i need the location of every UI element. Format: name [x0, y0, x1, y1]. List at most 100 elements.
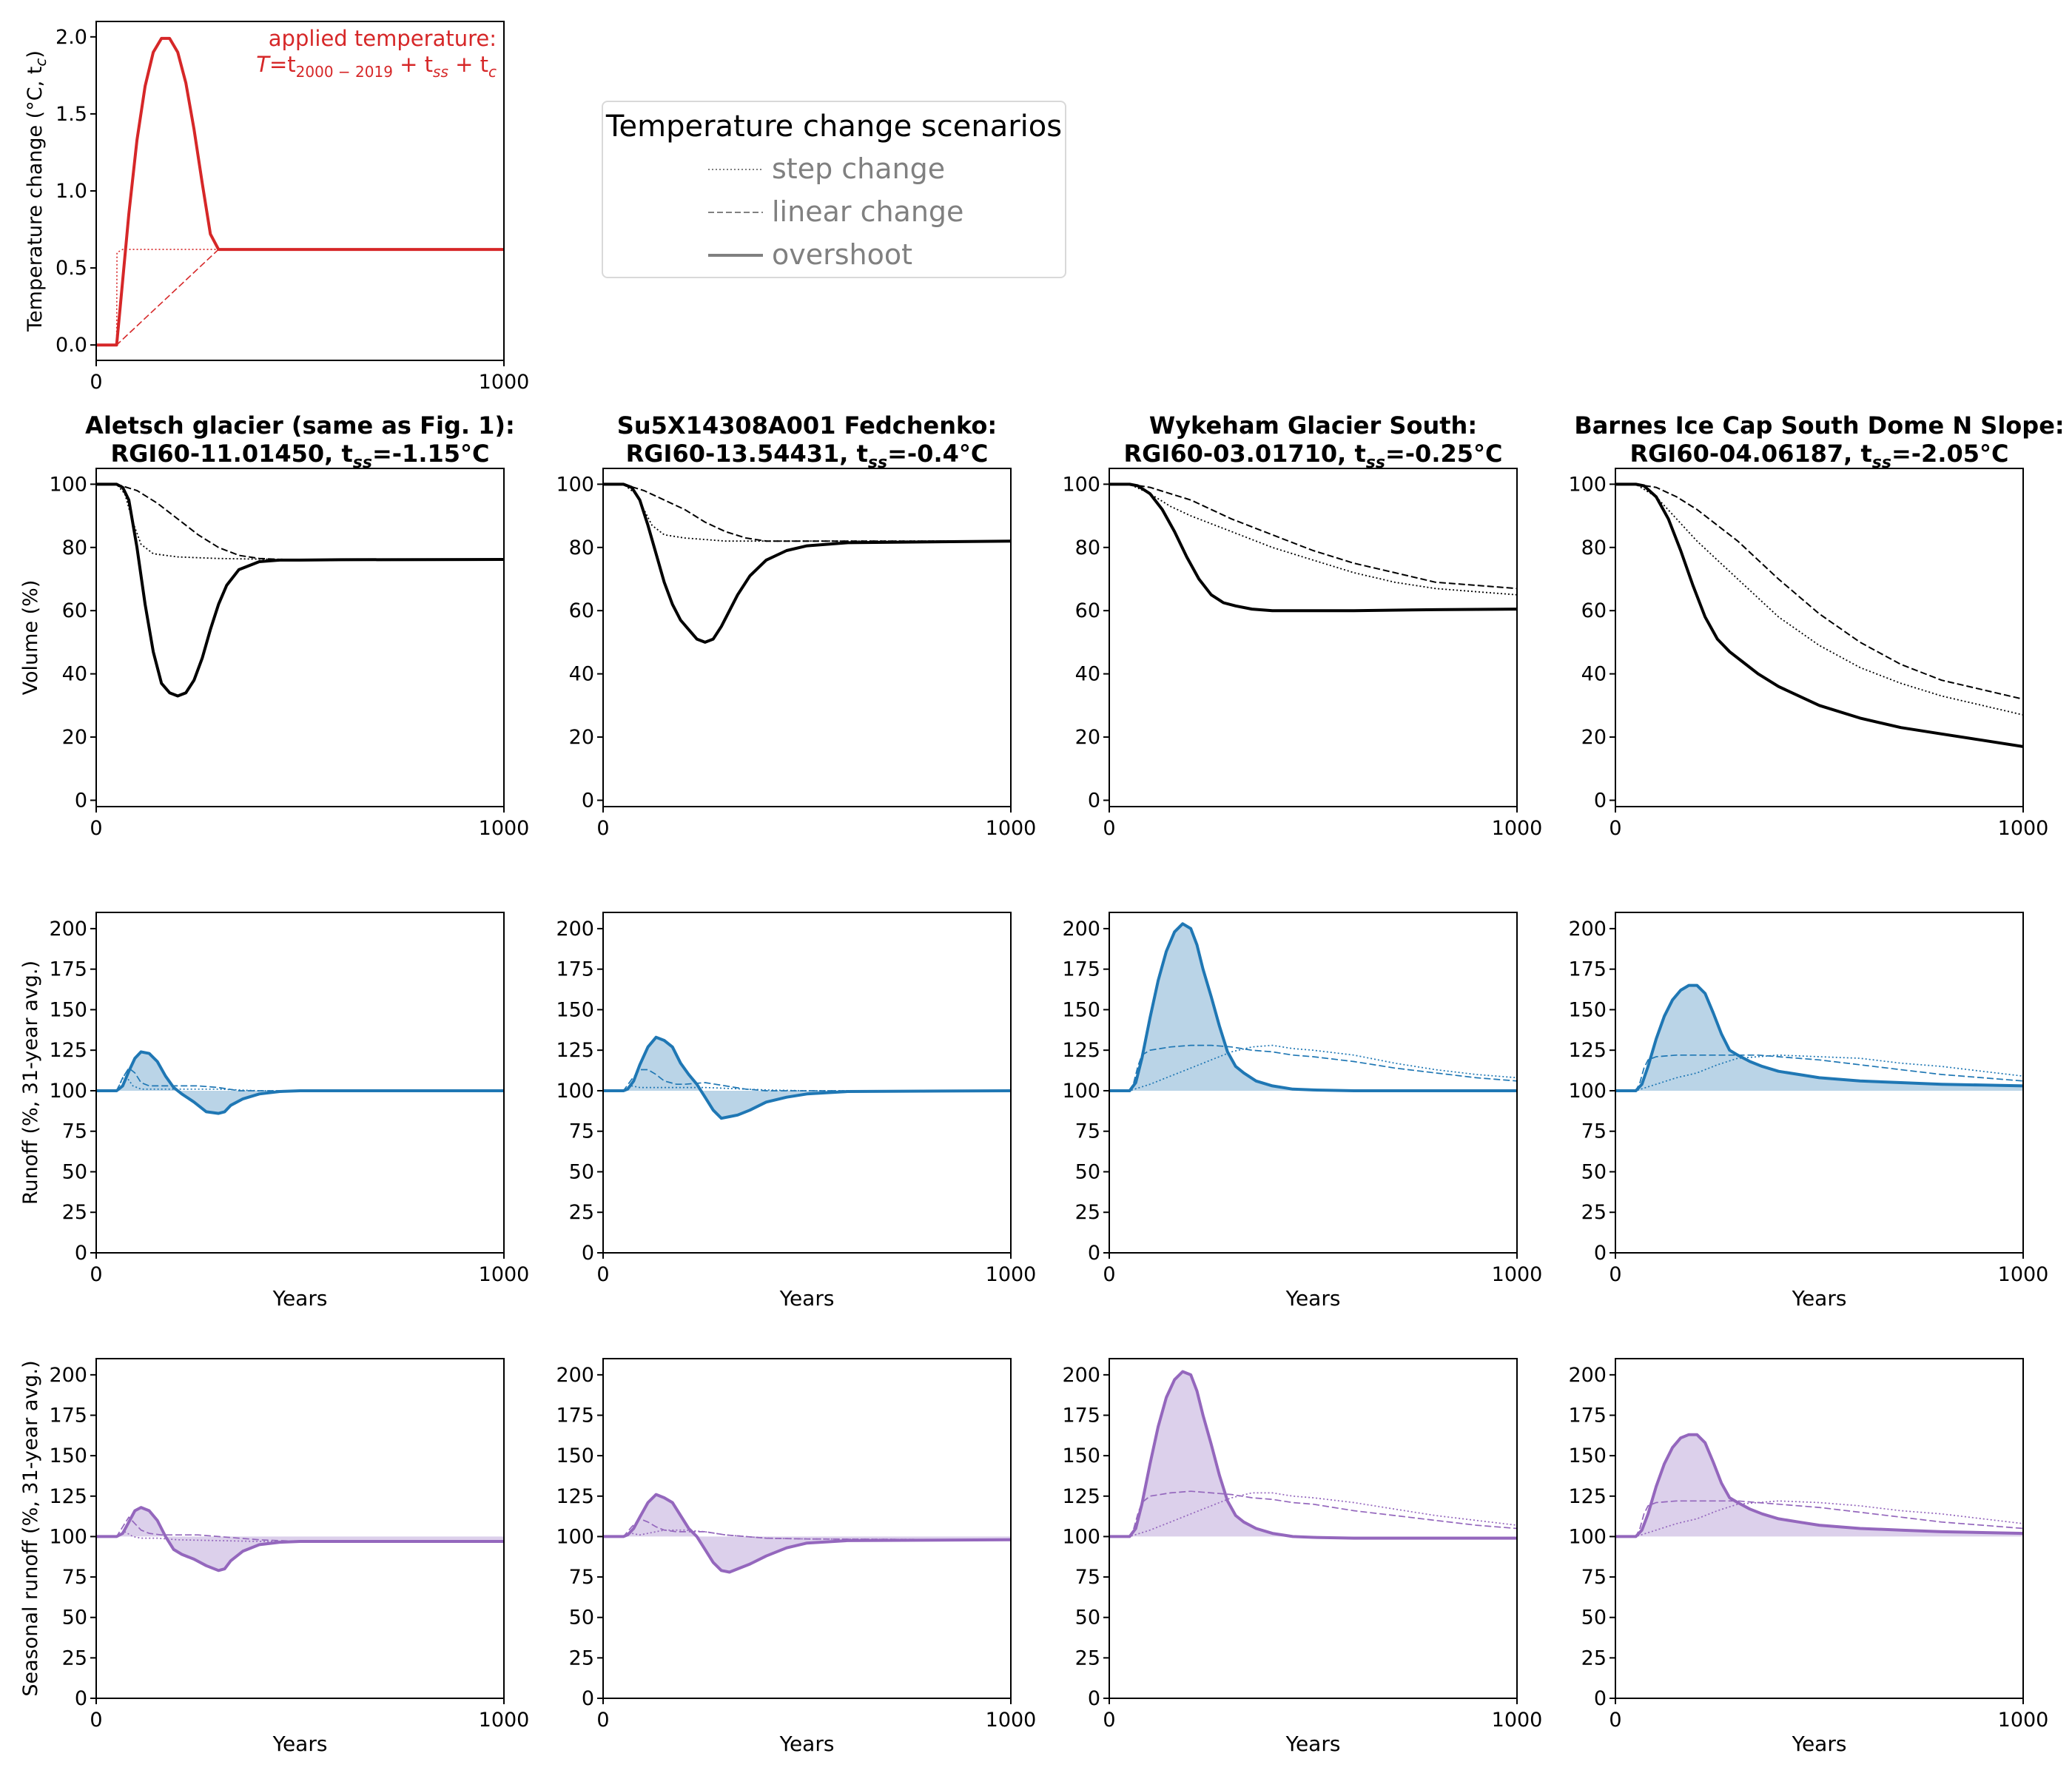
temperature-panel: 0 1000 0.0 0.5 1.0 1.5 2.0 Temperature change (…	[24, 21, 529, 394]
volume-ytick-label: 80	[569, 536, 594, 559]
glacier-title-line2: RGI60-03.01710, tss=-0.25°C	[1124, 440, 1503, 472]
volume-ytick-label: 20	[62, 726, 87, 749]
volume-line-overshoot	[603, 482, 1011, 644]
seasonal-line-linear	[603, 1518, 1011, 1541]
seasonal-ytick-label: 175	[1568, 1405, 1607, 1427]
seasonal-xtick-label: 0	[596, 1709, 609, 1732]
runoff-panel: 0 1000 0 25 50 75 100 125 150 175 200 Years	[1568, 912, 2048, 1311]
volume-ytick-label: 100	[1568, 473, 1607, 496]
legend-title: Temperature change scenarios	[605, 110, 1063, 144]
runoff-line-linear	[1615, 1054, 2023, 1092]
runoff-line-overshoot	[96, 1050, 504, 1115]
runoff-ytick-label: 75	[1075, 1120, 1100, 1143]
seasonal-line-linear	[1109, 1490, 1517, 1538]
volume-ytick-label: 60	[62, 599, 87, 622]
runoff-ytick-label: 25	[62, 1201, 87, 1224]
runoff-xtick-label: 1000	[1492, 1263, 1543, 1286]
seasonal-fill-overshoot	[96, 1507, 504, 1571]
volume-ytick-label: 60	[569, 599, 594, 622]
legend-item-step: step change	[707, 151, 1054, 194]
volume-line-linear	[603, 483, 1011, 542]
volume-ytick-label: 0	[1594, 789, 1607, 812]
seasonal-fill-overshoot	[1615, 1434, 2023, 1537]
seasonal-ytick-label: 175	[556, 1405, 594, 1427]
runoff-ytick-label: 100	[1568, 1080, 1607, 1103]
seasonal-ytick-label: 75	[62, 1566, 87, 1589]
volume-line-linear	[1109, 483, 1517, 590]
temperature-ytick-label: 1.0	[56, 180, 87, 203]
runoff-ytick-label: 100	[1062, 1080, 1100, 1103]
glacier-title-line1: Wykeham Glacier South:	[1149, 411, 1477, 440]
seasonal-line-linear	[1615, 1500, 2023, 1538]
temperature-series-group	[96, 36, 504, 347]
seasonal-ytick-label: 100	[556, 1525, 594, 1548]
runoff-xtick-label: 0	[1103, 1263, 1115, 1286]
volume-ytick-label: 60	[1075, 599, 1100, 622]
volume-line-linear	[1615, 483, 2023, 700]
runoff-ytick-label: 0	[1594, 1242, 1607, 1265]
runoff-xtick-label: 0	[596, 1263, 609, 1286]
runoff-ytick-label: 50	[1075, 1160, 1100, 1183]
temperature-ytick-label: 0.5	[56, 257, 87, 280]
runoff-frame	[602, 912, 1012, 1254]
runoff-xtick-label: 1000	[479, 1263, 530, 1286]
volume-series-group	[1615, 482, 2023, 748]
seasonal-line-step	[603, 1529, 1011, 1541]
runoff-fill-overshoot	[603, 1037, 1011, 1119]
volume-line-linear	[96, 483, 504, 561]
glacier-column-3: Wykeham Glacier South:RGI60-03.01710, ts…	[1062, 411, 1542, 1756]
runoff-ytick-label: 200	[1568, 918, 1607, 941]
runoff-series-group	[603, 1035, 1011, 1120]
seasonal-ytick-label: 25	[569, 1646, 594, 1669]
runoff-ytick-label: 200	[49, 918, 87, 941]
volume-xtick-label: 0	[1609, 817, 1621, 840]
seasonal-xtick-label: 1000	[1492, 1709, 1543, 1732]
runoff-xlabel: Years	[272, 1286, 328, 1311]
seasonal-ytick-label: 0	[1088, 1687, 1100, 1710]
seasonal-ytick-label: 50	[569, 1607, 594, 1629]
runoff-xlabel: Years	[1792, 1286, 1847, 1311]
temperature-xtick-label: 0	[90, 371, 102, 394]
runoff-ytick-label: 50	[62, 1160, 87, 1183]
volume-xtick-label: 0	[90, 817, 102, 840]
volume-ytick-label: 40	[1581, 663, 1607, 686]
seasonal-series-group	[1615, 1433, 2023, 1538]
seasonal-ylabel: Seasonal runoff (%, 31-year avg.)	[19, 1360, 42, 1696]
legend-item-overshoot: overshoot	[707, 237, 1054, 280]
seasonal-line-linear	[96, 1516, 504, 1542]
seasonal-ytick-label: 175	[49, 1405, 87, 1427]
seasonal-ytick-label: 25	[1075, 1646, 1100, 1669]
seasonal-ytick-label: 150	[556, 1444, 594, 1467]
runoff-panel: 0 1000 0 25 50 75 100 125 150 175 200 Years Runoff (…	[19, 912, 529, 1311]
seasonal-frame	[602, 1358, 1012, 1699]
runoff-xtick-label: 0	[90, 1263, 102, 1286]
seasonal-ytick-label: 0	[582, 1687, 594, 1710]
volume-line-step	[1109, 483, 1517, 596]
temperature-ytick-label: 0.0	[56, 334, 87, 357]
seasonal-panel: 0 1000 0 25 50 75 100 125 150 175 200 Years	[1062, 1358, 1543, 1756]
seasonal-ytick-label: 50	[62, 1607, 87, 1629]
seasonal-frame	[1109, 1358, 1518, 1699]
temperature-annotation-line1: applied temperature:	[269, 26, 497, 51]
seasonal-ytick-label: 100	[1062, 1525, 1100, 1548]
runoff-xlabel: Years	[779, 1286, 835, 1311]
runoff-ytick-label: 75	[1581, 1120, 1607, 1143]
seasonal-ytick-label: 100	[1568, 1525, 1607, 1548]
runoff-frame	[1109, 912, 1518, 1254]
seasonal-ytick-label: 150	[49, 1444, 87, 1467]
runoff-xtick-label: 1000	[986, 1263, 1037, 1286]
runoff-line-linear	[603, 1069, 1011, 1092]
volume-ytick-label: 80	[1581, 536, 1607, 559]
seasonal-ytick-label: 200	[556, 1364, 594, 1387]
glacier-title-line2: RGI60-04.06187, tss=-2.05°C	[1630, 440, 2009, 472]
seasonal-ytick-label: 0	[75, 1687, 87, 1710]
volume-line-step	[1615, 483, 2023, 716]
seasonal-ytick-label: 125	[49, 1485, 87, 1508]
seasonal-frame	[95, 1358, 505, 1699]
runoff-ytick-label: 25	[569, 1201, 594, 1224]
seasonal-panel: 0 1000 0 25 50 75 100 125 150 175 200 Years Seasonal…	[19, 1358, 529, 1756]
seasonal-xtick-label: 0	[1609, 1709, 1621, 1732]
glacier-title-line2: RGI60-13.54431, tss=-0.4°C	[626, 440, 989, 472]
seasonal-xtick-label: 0	[90, 1709, 102, 1732]
